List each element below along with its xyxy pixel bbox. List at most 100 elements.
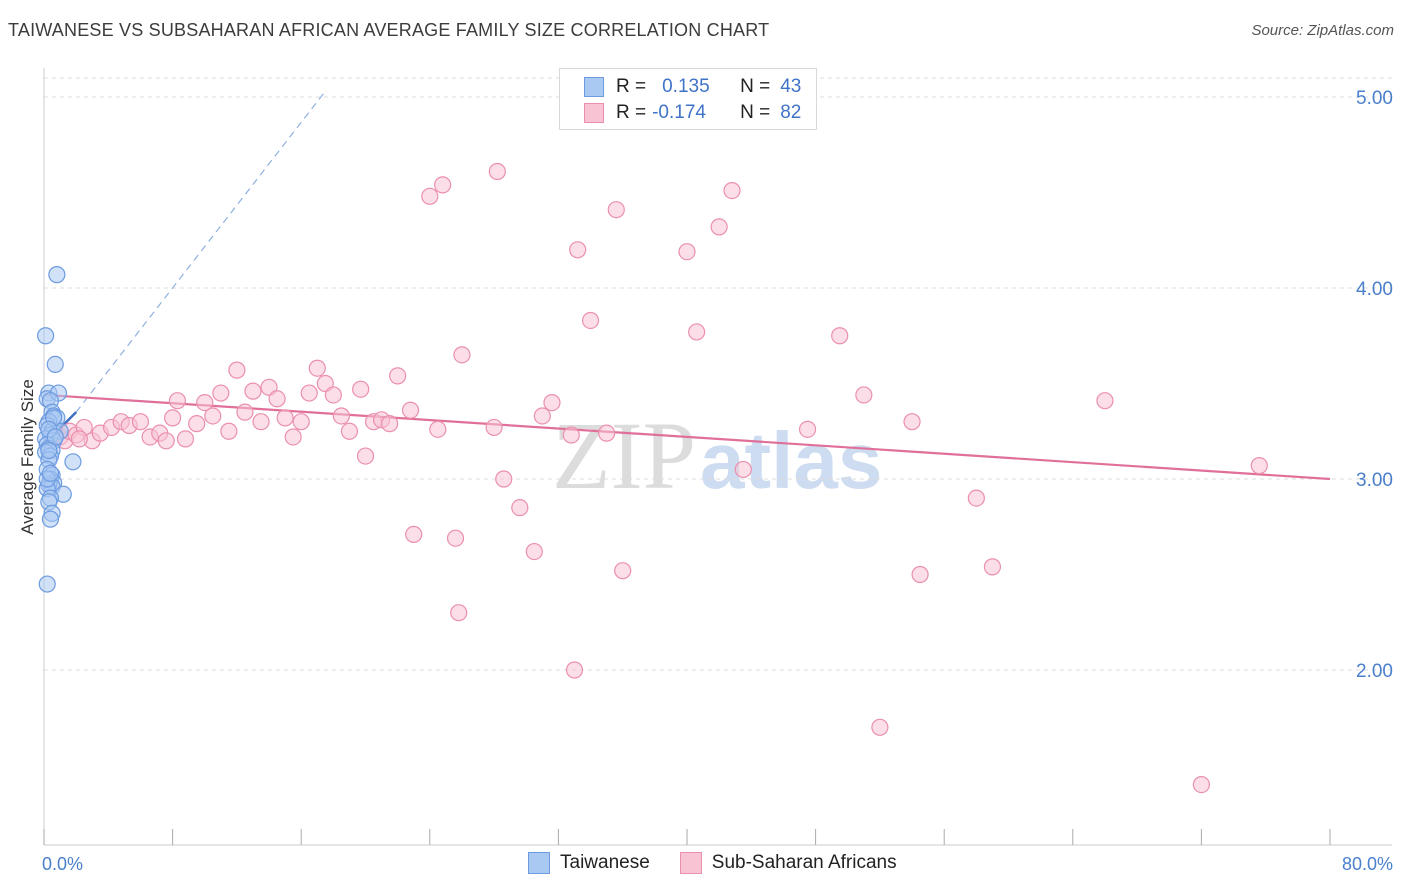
point-subsaharan [446,529,465,547]
point-subsaharan [581,311,600,330]
point-subsaharan [204,407,222,425]
point-subsaharan [300,384,318,402]
point-subsaharan [284,428,302,446]
point-subsaharan [734,460,752,479]
legend-swatch-subsaharan [584,103,604,123]
point-subsaharan [871,718,889,736]
point-taiwanese [64,453,82,471]
point-subsaharan [723,181,741,200]
point-subsaharan [252,413,270,431]
series-swatch-taiwanese [528,852,550,874]
series-label-taiwanese: Taiwanese [560,852,650,873]
point-subsaharan [831,327,849,345]
watermark-atlas: atlas [700,416,883,505]
point-subsaharan [565,661,584,679]
point-subsaharan [401,401,420,419]
point-subsaharan [911,565,929,584]
y-tick-label: 3.00 [1356,470,1393,491]
point-subsaharan [356,447,375,465]
point-subsaharan [688,323,706,341]
point-subsaharan [569,241,587,259]
point-subsaharan [276,409,294,427]
point-subsaharan [450,604,468,622]
grid-lines [44,77,1392,671]
point-taiwanese [46,355,64,373]
point-subsaharan [228,361,246,379]
point-subsaharan [710,218,728,236]
correlation-legend: R = 0.135 N = 43 R = -0.174 N = 82 [559,68,817,130]
point-subsaharan [798,420,817,438]
point-subsaharan [292,413,310,431]
x-tick-label-max: 80.0% [1342,854,1393,874]
point-subsaharan [533,407,551,425]
point-subsaharan [511,499,529,517]
legend-r-value: -0.174 [652,102,706,123]
legend-row-subsaharan: R = -0.174 N = 82 [584,101,801,125]
series-legend-subsaharan: Sub-Saharan Africans [679,852,897,874]
point-subsaharan [168,392,187,410]
point-subsaharan [543,394,561,412]
point-subsaharan [525,542,543,561]
point-subsaharan [405,525,423,543]
point-subsaharan [983,558,1002,576]
legend-n-label: N = [740,102,771,123]
tick-labels: 2.00 3.00 4.00 5.00 0.0% 80.0% [42,88,1393,874]
series-swatch-subsaharan [679,852,702,874]
point-subsaharan [562,426,580,444]
point-subsaharan [340,422,359,440]
point-subsaharan [429,420,447,438]
legend-n-value: 43 [780,76,802,97]
point-taiwanese [48,266,66,284]
data-points [37,162,1268,794]
point-subsaharan [164,409,182,427]
point-taiwanese [38,575,56,593]
point-subsaharan [176,430,195,448]
point-subsaharan [495,470,513,488]
legend-row-taiwanese: R = 0.135 N = 43 [584,75,801,99]
point-subsaharan [157,432,175,450]
trend-lines [44,90,1331,481]
chart-title: TAIWANESE VS SUBSAHARAN AFRICAN AVERAGE … [8,20,770,40]
point-subsaharan [188,415,206,433]
y-tick-label: 5.00 [1356,88,1393,109]
point-subsaharan [421,187,439,205]
legend-n-value: 82 [780,102,802,123]
legend-swatch-taiwanese [584,77,604,97]
point-subsaharan [196,394,214,412]
point-subsaharan [220,422,238,440]
point-subsaharan [1096,392,1114,410]
zipatlas-watermark: ZIPatlas [552,400,882,511]
point-subsaharan [488,162,506,181]
point-subsaharan [244,382,262,400]
point-subsaharan [389,367,407,385]
legend-r-label: R = [616,102,647,123]
point-subsaharan [308,359,326,377]
source-credit: Source: ZipAtlas.com [1251,22,1394,39]
point-subsaharan [485,418,503,437]
point-subsaharan [332,407,350,425]
y-tick-label: 2.00 [1356,661,1393,682]
point-subsaharan [678,243,696,261]
point-taiwanese [37,327,55,345]
point-subsaharan [434,176,452,194]
point-subsaharan [614,562,632,580]
trend-line-taiwanese-extension [75,90,326,413]
point-subsaharan [1192,775,1211,794]
legend-r-value: 0.135 [662,76,710,97]
point-subsaharan [352,380,370,398]
point-subsaharan [607,201,625,219]
point-subsaharan [967,489,985,507]
point-subsaharan [268,390,286,408]
series-label-subsaharan: Sub-Saharan Africans [711,852,897,873]
point-subsaharan [855,386,873,404]
legend-r-label: R = [616,76,647,97]
point-taiwanese [41,510,60,528]
point-subsaharan [598,424,616,442]
point-subsaharan [903,413,921,431]
point-subsaharan [70,430,88,448]
point-subsaharan [212,384,230,402]
trend-line-subsaharan [45,393,1331,481]
point-subsaharan [381,415,399,433]
y-tick-label: 4.00 [1356,279,1393,300]
